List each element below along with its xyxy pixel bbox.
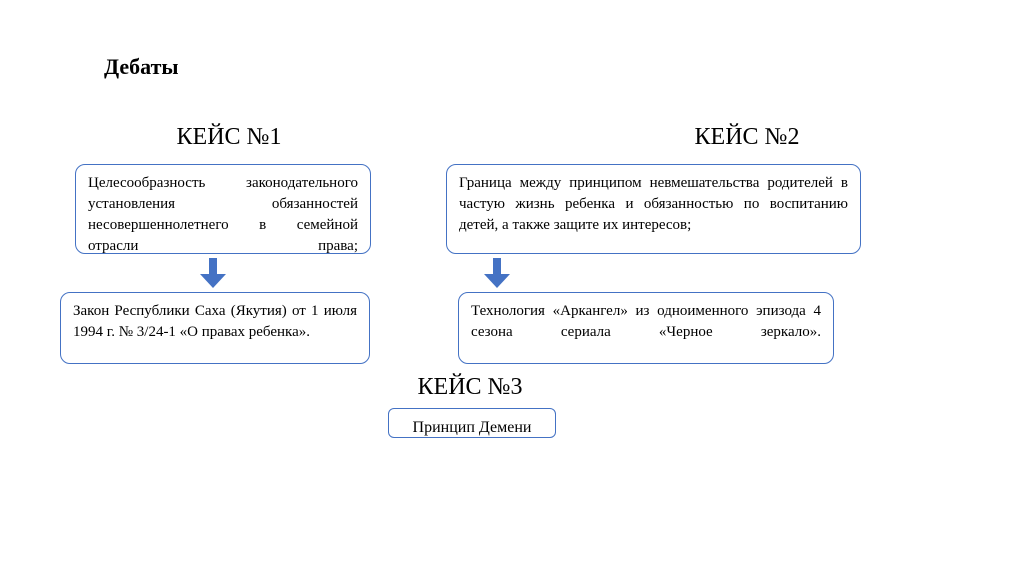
arrow-head-icon [200,274,226,288]
case1-heading: КЕЙС №1 [129,124,329,151]
arrow-head-icon [484,274,510,288]
case2-heading: КЕЙС №2 [647,124,847,151]
case3-box: Принцип Демени [388,408,556,438]
case1-box2: Закон Республики Саха (Якутия) от 1 июля… [60,292,370,364]
case2-box1: Граница между принципом невмешательства … [446,164,861,254]
case1-arrow [200,258,226,288]
case2-arrow [484,258,510,288]
case2-box2: Технология «Аркангел» из одноименного эп… [458,292,834,364]
page-title: Дебаты [104,54,179,80]
arrow-stem-icon [209,258,217,274]
case1-box1: Целесообразность законодательного устано… [75,164,371,254]
case3-heading: КЕЙС №3 [370,374,570,401]
arrow-stem-icon [493,258,501,274]
